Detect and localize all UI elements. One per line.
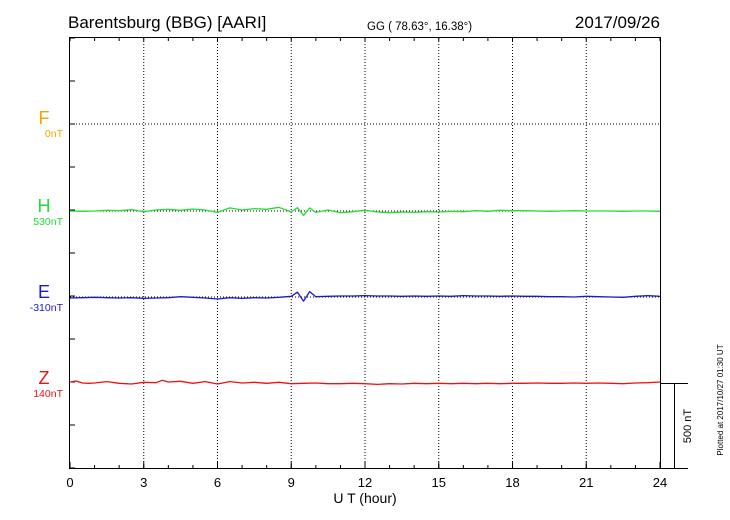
x-tick-label: 12 (358, 475, 372, 490)
x-tick-label: 18 (505, 475, 519, 490)
scale-bar-label: 500 nT (682, 409, 694, 444)
x-tick-label: 24 (653, 475, 667, 490)
x-tick-label: 3 (140, 475, 147, 490)
component-H-baseline: 530nT (33, 216, 63, 228)
component-Z-baseline: 140nT (33, 388, 63, 400)
series-Z-line (69, 379, 661, 386)
component-E-label: E (38, 282, 50, 302)
x-axis-ticks: 0 3 6 9 12 15 18 21 24 (66, 37, 667, 490)
scale-bar: 500 nT (660, 383, 694, 469)
x-tick-label: 15 (432, 475, 446, 490)
series-group (69, 206, 661, 386)
grid (70, 38, 660, 468)
x-tick-label: 0 (66, 475, 73, 490)
station-coords: GG ( 78.63°, 16.38°) (367, 21, 472, 33)
component-H-label: H (38, 196, 51, 216)
x-tick-label: 6 (214, 475, 221, 490)
component-Z-label: Z (39, 368, 50, 388)
x-tick-label: 9 (288, 475, 295, 490)
component-E-baseline: -310nT (30, 302, 64, 314)
series-E-line (69, 290, 661, 302)
plot-date: 2017/09/26 (575, 13, 660, 32)
plotted-at-note: Plotted at 2017/10/27 01:30 UT (716, 344, 725, 455)
plot-frame (69, 37, 661, 469)
series-H-line (69, 206, 661, 217)
component-F-label: F (39, 108, 50, 128)
station-title: Barentsburg (BBG) [AARI] (68, 13, 266, 32)
x-tick-label: 21 (579, 475, 593, 490)
x-axis-label: U T (hour) (333, 490, 396, 506)
component-F-baseline: 0nT (45, 128, 64, 140)
